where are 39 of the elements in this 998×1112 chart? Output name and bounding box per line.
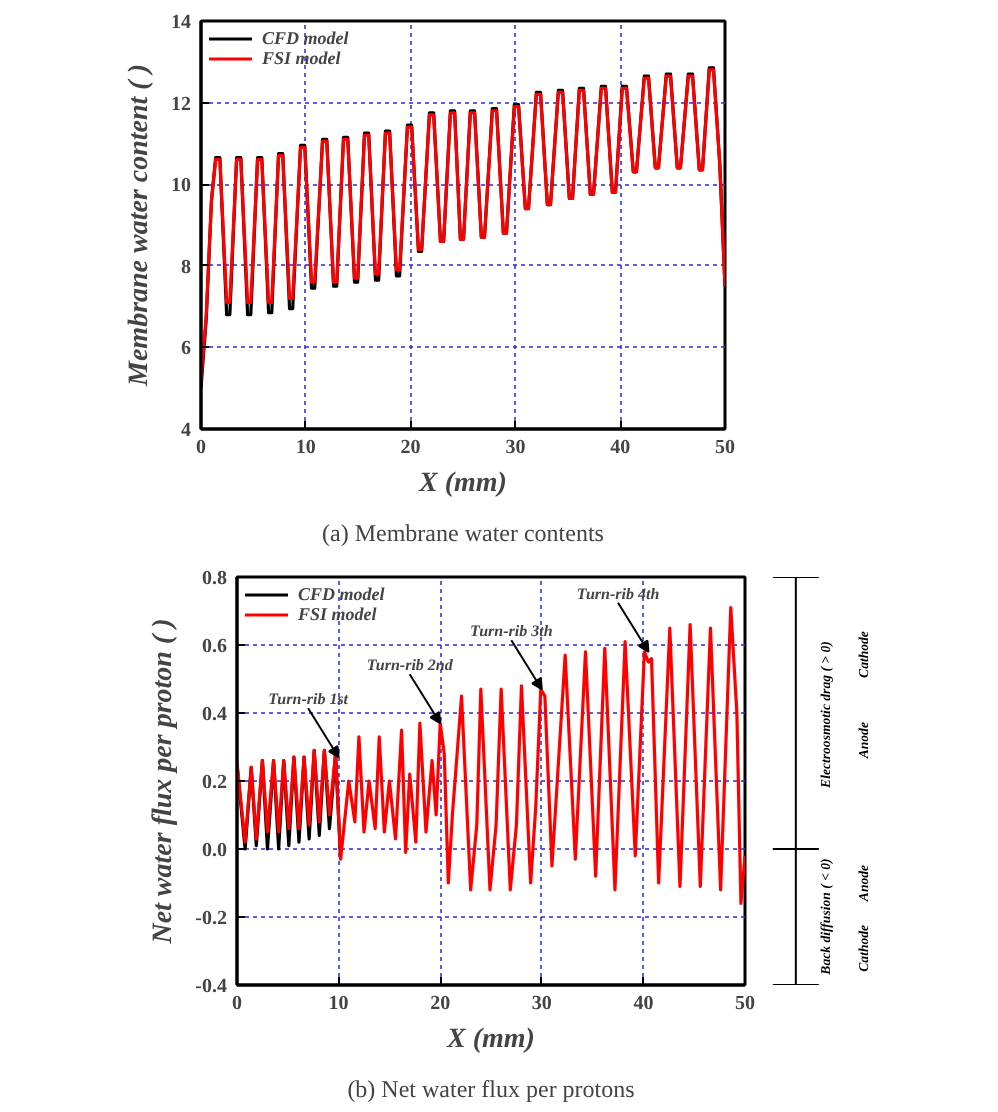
x-tick-label: 50 <box>715 437 735 459</box>
x-tick-label: 0 <box>232 993 242 1015</box>
annotation: Turn-rib 3th <box>470 622 554 641</box>
x-tick-label: 20 <box>400 437 421 459</box>
y-axis-title: Membrane water content ( ) <box>125 63 155 388</box>
x-axis-title: X (mm) <box>417 469 507 499</box>
annotation: Turn-rib 2nd <box>366 656 455 675</box>
annotation: Turn-rib 1st <box>268 690 350 709</box>
y-tick-label: 6 <box>181 338 191 361</box>
y-tick-label: 12 <box>171 93 191 116</box>
legend-label: FSI model <box>262 48 341 68</box>
text: (a) Membrane water contents <box>322 519 605 547</box>
legend-label: CFD model <box>262 28 349 48</box>
y-tick-label: 14 <box>171 12 191 34</box>
x-tick-label: 10 <box>295 437 316 459</box>
y-tick-label: -0.4 <box>195 976 228 998</box>
x-tick-label: 40 <box>610 437 631 459</box>
y-tick-label: 10 <box>171 175 191 198</box>
x-tick-label: 20 <box>430 993 451 1015</box>
x-tick-label: 10 <box>328 993 349 1015</box>
x-tick-label: 40 <box>633 993 654 1015</box>
y-tick-label: 0.2 <box>202 772 227 794</box>
y-tick-label: 0.8 <box>202 568 227 590</box>
x-tick-label: 50 <box>735 993 755 1015</box>
text: (b) Net water flux per protons <box>347 1075 636 1103</box>
x-tick-label: 0 <box>196 437 206 459</box>
y-tick-label: 8 <box>181 256 191 279</box>
legend-label: FSI model <box>298 604 377 624</box>
y-tick-label: 4 <box>181 420 191 442</box>
x-tick-label: 30 <box>505 437 526 459</box>
x-tick-label: 30 <box>531 993 552 1015</box>
y-tick-label: -0.2 <box>195 908 228 930</box>
legend-label: CFD model <box>298 584 385 604</box>
annotation: Turn-rib 4th <box>576 584 661 603</box>
x-axis-title: X (mm) <box>445 1025 535 1055</box>
y-tick-label: 0.4 <box>202 704 227 726</box>
y-tick-label: 0.6 <box>202 636 227 658</box>
y-axis-title: Net water flux per proton ( ) <box>149 618 180 946</box>
y-tick-label: 0.0 <box>202 840 227 862</box>
